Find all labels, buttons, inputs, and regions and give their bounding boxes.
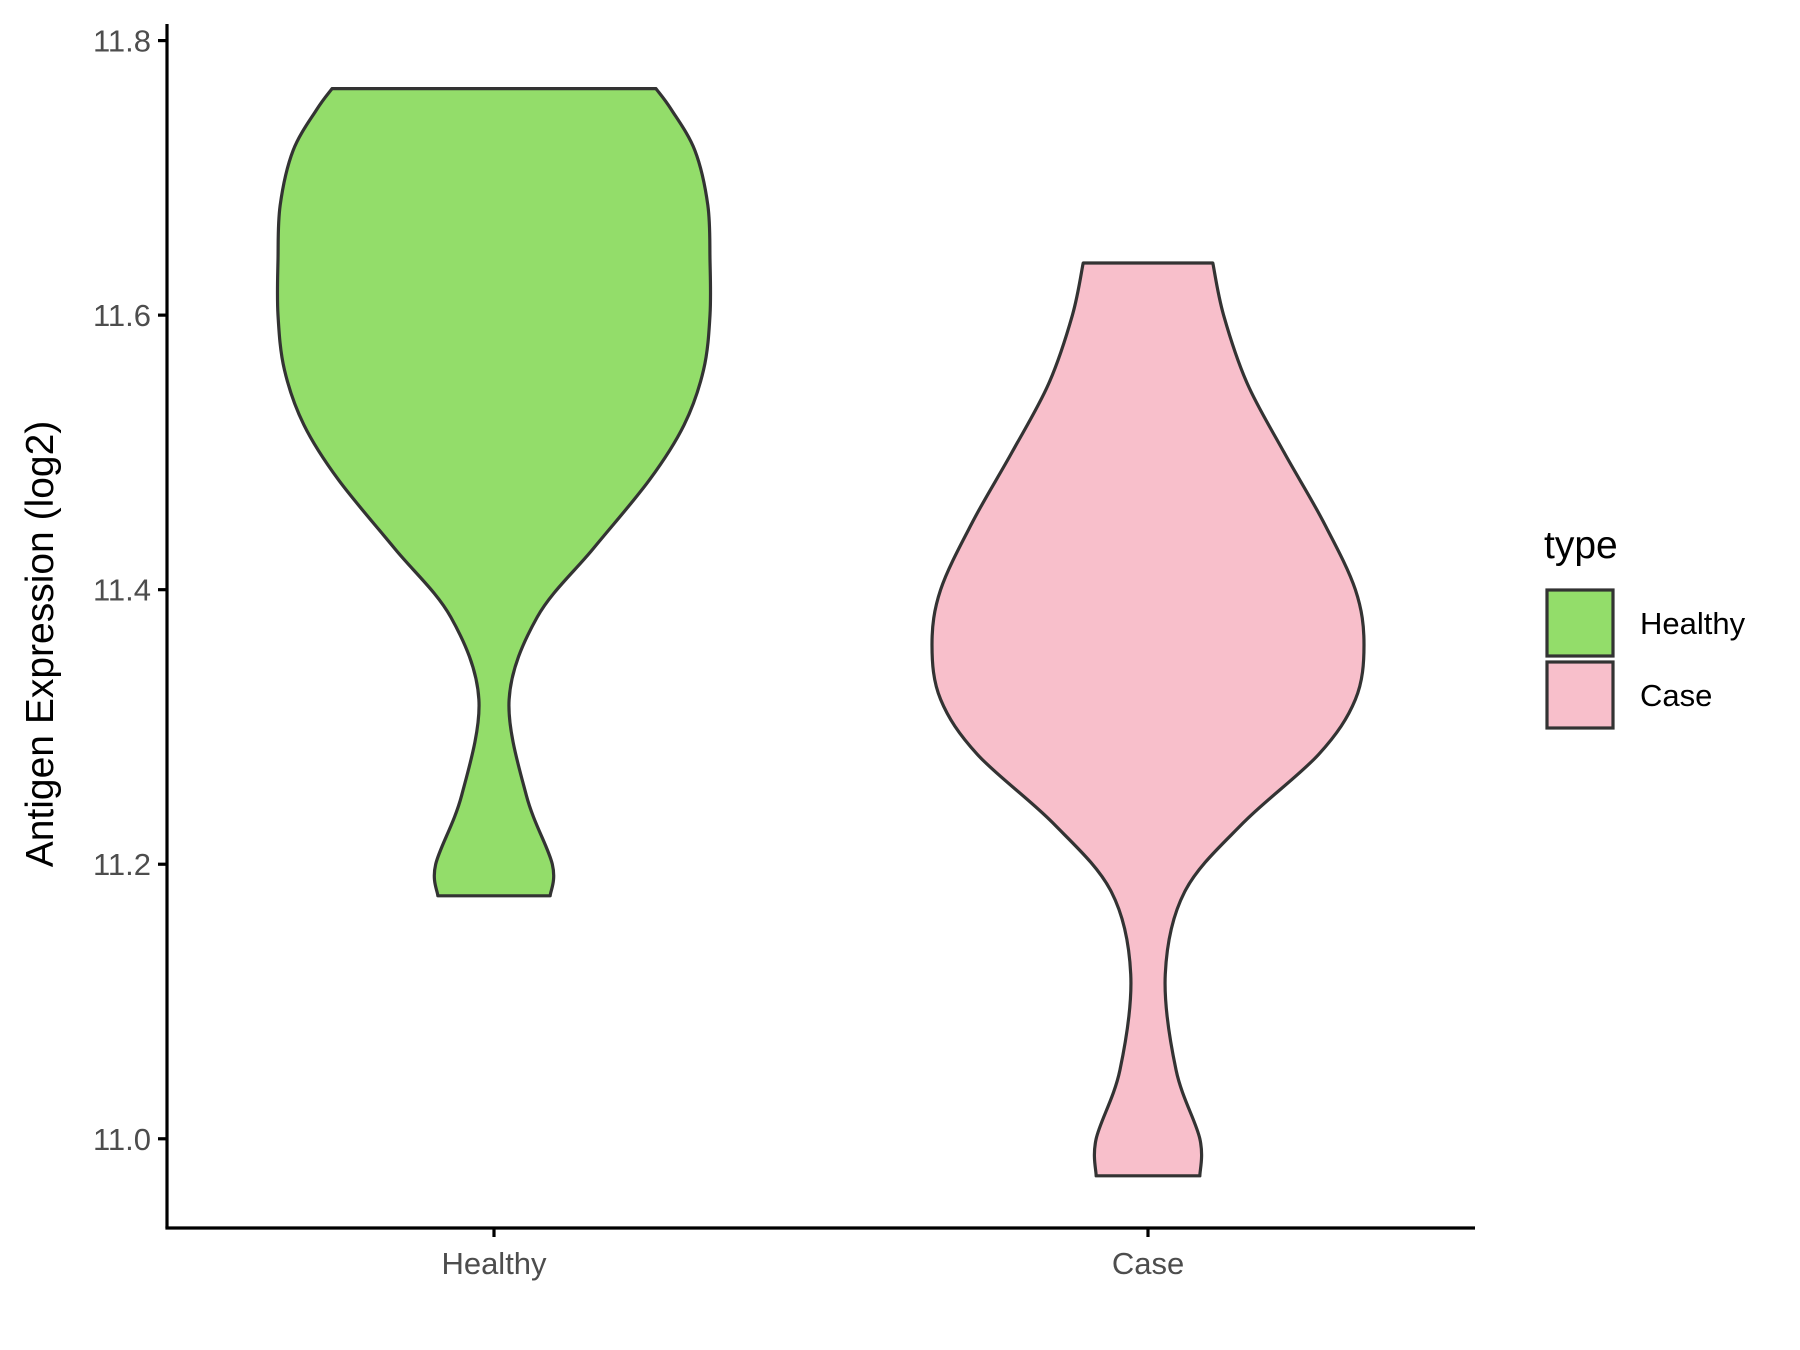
y-tick-label: 11.0 (93, 1122, 151, 1157)
violins (275, 87, 1366, 1178)
legend-swatch-case (1545, 660, 1615, 730)
y-tick-label: 11.4 (93, 573, 151, 608)
violin-case (930, 261, 1366, 1178)
legend: type Healthy Case (1544, 524, 1746, 730)
x-ticks: Healthy Case (441, 1228, 1184, 1281)
legend-label-case: Case (1640, 678, 1712, 713)
legend-label-healthy: Healthy (1640, 606, 1746, 641)
violin-healthy (275, 87, 713, 898)
y-tick-label: 11.8 (93, 24, 151, 59)
axes: 11.0 11.2 11.4 11.6 11.8 Healthy Case (93, 24, 1475, 1281)
x-tick-label: Case (1112, 1246, 1184, 1281)
y-axis-title: Antigen Expression (log2) (19, 421, 62, 868)
legend-entries: Healthy Case (1545, 588, 1746, 730)
y-ticks: 11.0 11.2 11.4 11.6 11.8 (93, 24, 167, 1157)
legend-title: type (1544, 524, 1618, 567)
legend-swatch-healthy (1545, 588, 1615, 658)
y-tick-label: 11.2 (93, 847, 151, 882)
x-tick-label: Healthy (441, 1246, 547, 1281)
y-tick-label: 11.6 (93, 298, 151, 333)
